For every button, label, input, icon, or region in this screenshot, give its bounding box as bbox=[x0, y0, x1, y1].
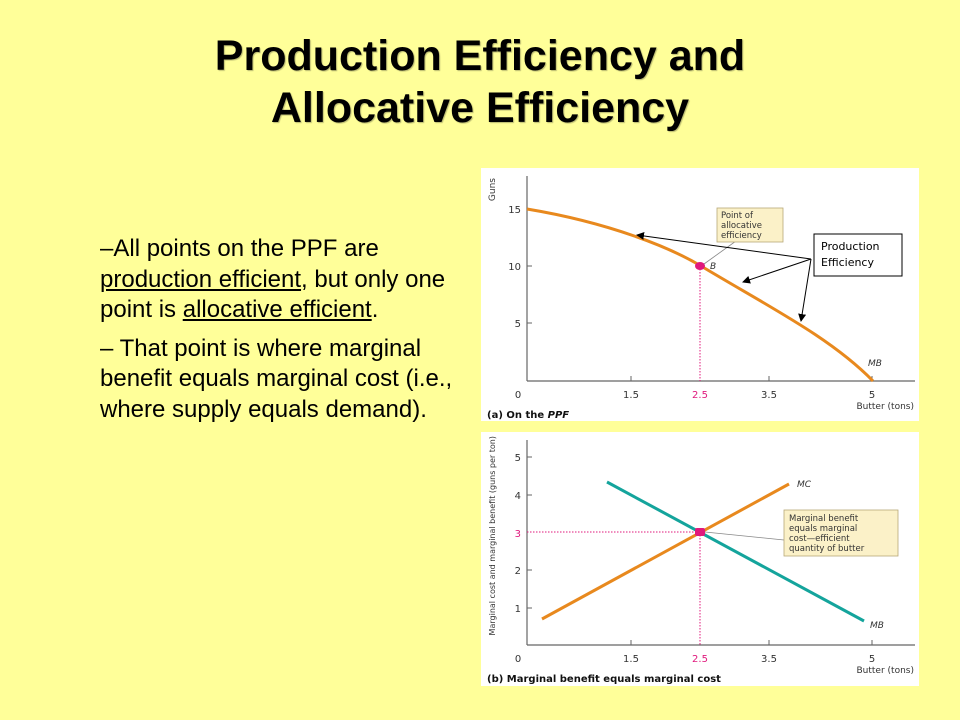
title-line-1: Production Efficiency and bbox=[214, 32, 746, 80]
x-tick: 3.5 bbox=[761, 654, 777, 665]
x-tick: 1.5 bbox=[623, 654, 639, 665]
equilibrium-point bbox=[695, 528, 705, 536]
callout-line: equals marginal bbox=[789, 524, 857, 534]
mc-label: MC bbox=[797, 480, 812, 490]
chart-caption-a: (a) On the PPF bbox=[487, 410, 569, 421]
y-axis-label: Marginal cost and marginal benefit (guns… bbox=[488, 436, 497, 635]
mc-curve bbox=[541, 482, 790, 621]
mb-curve-label: MB bbox=[868, 359, 882, 369]
callout-line: quantity of butter bbox=[789, 544, 865, 554]
x-tick: 0 bbox=[515, 390, 521, 401]
box-line: Production bbox=[821, 240, 880, 253]
mb-equals-mc-callout bbox=[783, 509, 899, 557]
x-tick: 0 bbox=[515, 654, 521, 665]
x-axis-label: Butter (tons) bbox=[857, 666, 915, 676]
point-b bbox=[695, 262, 705, 270]
arrow bbox=[636, 231, 812, 260]
bullet-1: –All points on the PPF are production ef… bbox=[100, 234, 460, 326]
allocative-efficiency-callout bbox=[716, 207, 784, 243]
production-efficiency-box bbox=[813, 233, 903, 277]
title-line-2: Allocative Efficiency bbox=[270, 84, 690, 132]
box-line: Efficiency bbox=[821, 256, 874, 269]
ppf-chart-panel: Guns 15 10 5 0 1.5 2.5 3.5 5 Butter (ton… bbox=[481, 168, 919, 421]
y-tick: 5 bbox=[515, 319, 521, 330]
callout-line: Point of bbox=[721, 211, 754, 221]
callout-line: cost—efficient bbox=[789, 534, 850, 544]
point-b-label: B bbox=[710, 262, 716, 272]
bullet-1-suffix: . bbox=[371, 296, 379, 323]
mb-mc-chart-panel: Marginal cost and marginal benefit (guns… bbox=[481, 432, 919, 686]
mb-label: MB bbox=[870, 621, 884, 631]
bullet-2: – That point is where marginal benefit e… bbox=[100, 334, 453, 423]
y-tick: 2 bbox=[515, 566, 521, 577]
term-production-efficient: production efficient bbox=[100, 265, 302, 293]
slide-title: Production Efficiency and Allocative Eff… bbox=[0, 30, 960, 134]
callout-line: efficiency bbox=[721, 231, 762, 241]
y-tick: 10 bbox=[508, 262, 521, 273]
bullet-1-mid: , but only one point is bbox=[100, 265, 446, 324]
arrow bbox=[798, 258, 812, 322]
ppf-chart: Guns 15 10 5 0 1.5 2.5 3.5 5 Butter (ton… bbox=[487, 176, 915, 421]
x-tick: 1.5 bbox=[623, 390, 639, 401]
x-tick: 5 bbox=[869, 654, 875, 665]
y-tick: 5 bbox=[515, 453, 521, 464]
mb-mc-chart: Marginal cost and marginal benefit (guns… bbox=[487, 436, 915, 685]
bullet-list: –All points on the PPF are production ef… bbox=[100, 234, 460, 433]
x-axis-label: Butter (tons) bbox=[857, 402, 915, 412]
arrow bbox=[742, 258, 812, 284]
callout-line: Marginal benefit bbox=[789, 514, 859, 524]
y-axis-label: Guns bbox=[488, 178, 498, 201]
y-tick: 4 bbox=[515, 491, 521, 502]
x-tick: 3.5 bbox=[761, 390, 777, 401]
chart-caption-b: (b) Marginal benefit equals marginal cos… bbox=[487, 674, 721, 685]
bullet-1-text: –All points on the PPF are bbox=[100, 235, 379, 262]
mb-curve bbox=[606, 480, 865, 623]
y-tick: 15 bbox=[508, 205, 521, 216]
x-tick: 5 bbox=[869, 390, 875, 401]
x-tick-highlight: 2.5 bbox=[692, 654, 708, 665]
y-tick: 1 bbox=[515, 604, 521, 615]
term-allocative-efficient: allocative efficient bbox=[182, 296, 372, 323]
x-tick-highlight: 2.5 bbox=[692, 390, 708, 401]
y-tick-highlight: 3 bbox=[515, 529, 521, 540]
callout-line: allocative bbox=[721, 221, 762, 231]
